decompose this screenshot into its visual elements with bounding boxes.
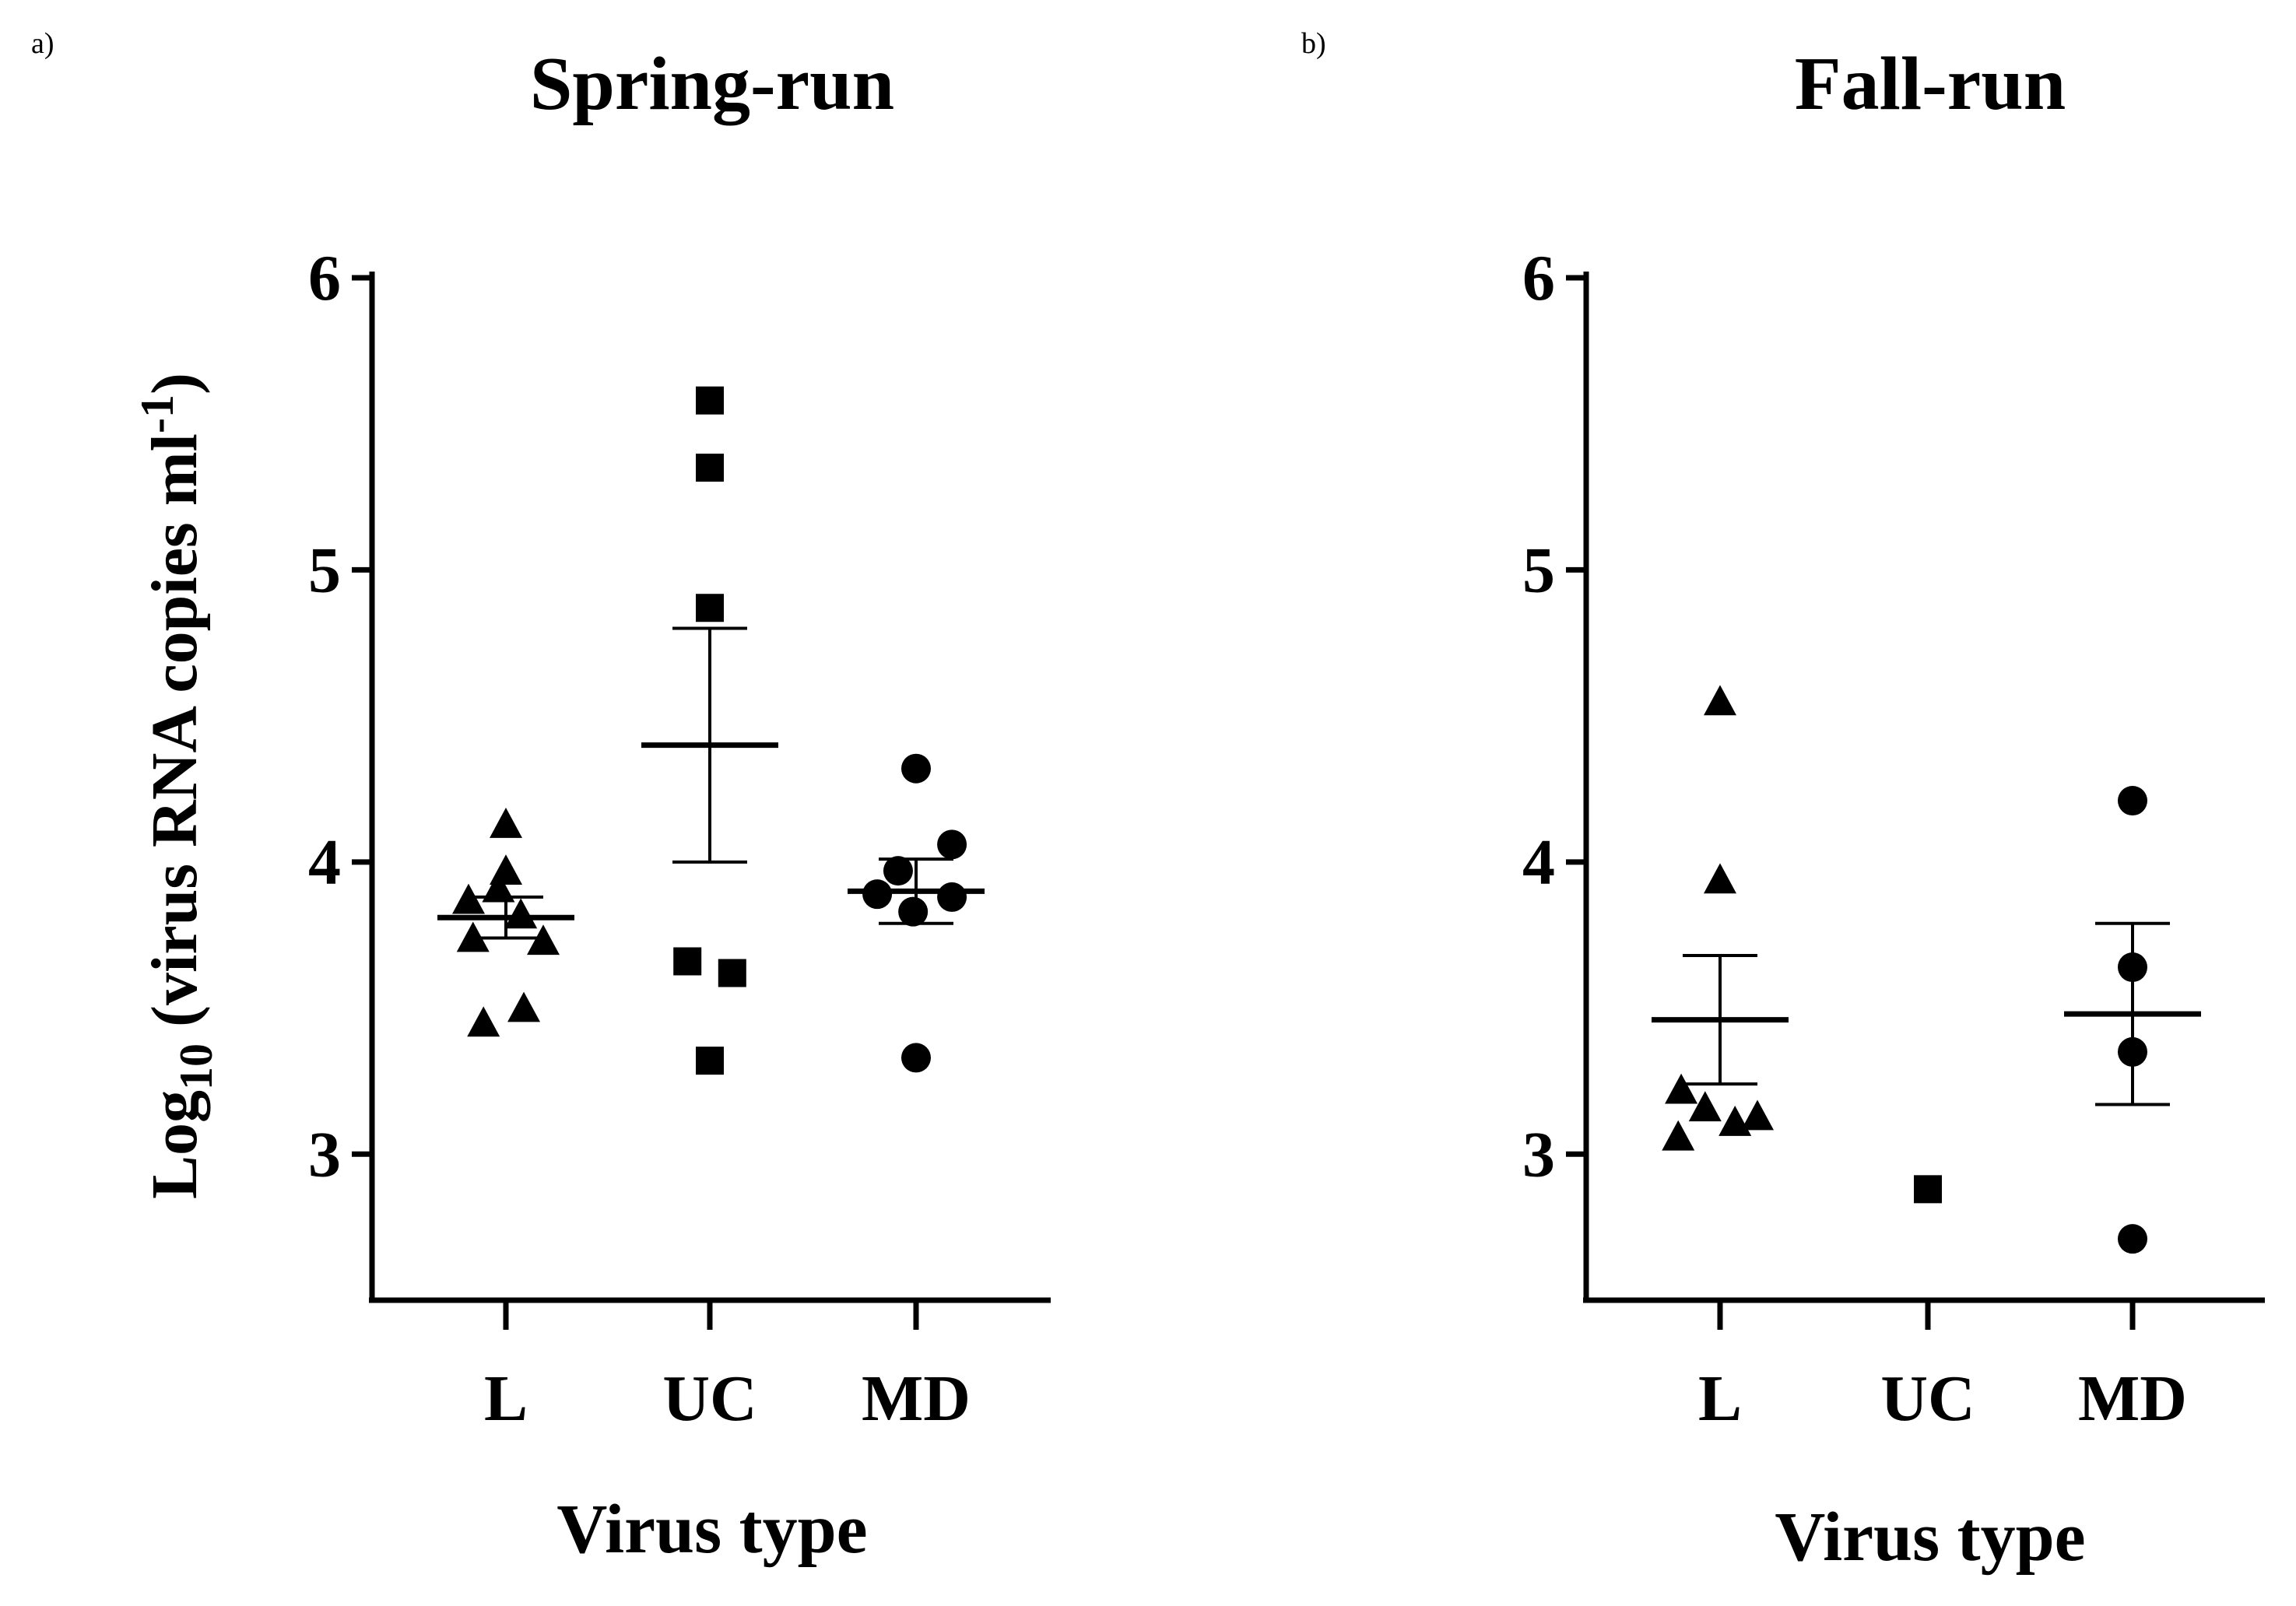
circle-point	[937, 829, 967, 860]
circle-point	[2118, 1224, 2147, 1254]
triangle-point	[507, 991, 541, 1022]
x-axis-label: Virus type	[556, 1491, 867, 1568]
x-tick-label: L	[1698, 1362, 1742, 1435]
y-tick-label: 4	[1522, 826, 1555, 899]
circle-point	[2118, 1036, 2147, 1067]
circle-point	[898, 896, 929, 927]
x-tick-label: L	[484, 1362, 528, 1435]
triangle-point	[467, 1006, 500, 1037]
y-tick-label: 5	[308, 534, 341, 606]
triangle-point	[504, 898, 538, 929]
triangle-point	[1688, 1091, 1722, 1122]
y-tick-label: 6	[1522, 242, 1555, 314]
panel-a-label: a)	[31, 27, 54, 60]
square-point	[718, 959, 746, 987]
fall-run-title: Fall-run	[1795, 42, 2066, 126]
y-axis-label-log: Log	[139, 1090, 211, 1199]
circle-point	[2118, 952, 2147, 983]
y-axis-label-superscript: -1	[132, 394, 183, 433]
x-tick-label: UC	[1880, 1362, 1975, 1435]
square-point	[696, 386, 724, 415]
square-point	[696, 454, 724, 482]
circle-point	[901, 753, 931, 784]
x-tick-label: UC	[662, 1362, 757, 1435]
triangle-point	[1662, 1120, 1695, 1151]
square-point	[1914, 1175, 1942, 1204]
y-tick-label: 6	[308, 242, 341, 314]
y-axis-label-end: )	[139, 373, 211, 394]
circle-point	[937, 882, 967, 912]
y-tick-label: 3	[308, 1118, 341, 1190]
fall-run-chart: Fall-run 3 4 5 6 L UC MD Virus type	[1522, 42, 2265, 1576]
circle-point	[901, 1043, 931, 1073]
panel-b-label: b)	[1301, 27, 1326, 60]
triangle-point	[490, 854, 522, 885]
spring-run-title: Spring-run	[530, 42, 894, 126]
triangle-point	[1704, 685, 1736, 716]
triangle-point	[482, 871, 515, 903]
circle-point	[862, 879, 893, 910]
x-axis-label: Virus type	[1775, 1499, 2085, 1576]
y-axis-label-subscript: 10	[170, 1043, 222, 1090]
triangle-point	[527, 924, 560, 956]
x-tick-label: MD	[2078, 1362, 2187, 1435]
triangle-point	[456, 921, 490, 952]
triangle-point	[490, 808, 522, 838]
triangle-point	[1704, 863, 1736, 894]
y-tick-label: 3	[1522, 1118, 1555, 1190]
y-tick-label: 5	[1522, 534, 1555, 606]
triangle-point	[452, 883, 485, 914]
spring-run-chart: Spring-run 3 4 5 6 L UC MD Virus type Log10 (…	[132, 42, 1051, 1568]
square-point	[673, 947, 702, 976]
triangle-point	[1665, 1073, 1698, 1104]
square-point	[696, 594, 724, 622]
x-tick-label: MD	[862, 1362, 971, 1435]
triangle-point	[1741, 1099, 1774, 1131]
circle-point	[2118, 786, 2147, 816]
circle-point	[883, 856, 913, 886]
y-axis-label: Log10 (virus RNA copies ml-1)	[132, 373, 222, 1199]
y-tick-label: 4	[308, 826, 341, 899]
square-point	[696, 1047, 724, 1075]
y-axis-label-text: (virus RNA copies ml	[139, 433, 211, 1043]
